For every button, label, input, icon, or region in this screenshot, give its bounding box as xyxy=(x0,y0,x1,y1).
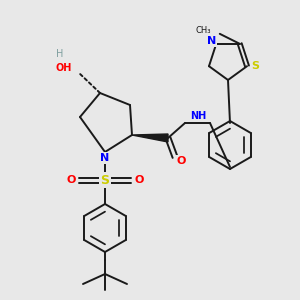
Text: O: O xyxy=(66,175,76,185)
Text: S: S xyxy=(100,173,109,187)
Text: NH: NH xyxy=(190,111,206,121)
Text: OH: OH xyxy=(56,63,72,73)
Text: CH₃: CH₃ xyxy=(195,26,211,35)
Text: N: N xyxy=(100,153,109,163)
Text: O: O xyxy=(176,156,186,166)
Text: H: H xyxy=(56,49,64,59)
Polygon shape xyxy=(132,134,168,142)
Text: S: S xyxy=(251,61,259,71)
Text: N: N xyxy=(207,36,216,46)
Text: O: O xyxy=(134,175,144,185)
